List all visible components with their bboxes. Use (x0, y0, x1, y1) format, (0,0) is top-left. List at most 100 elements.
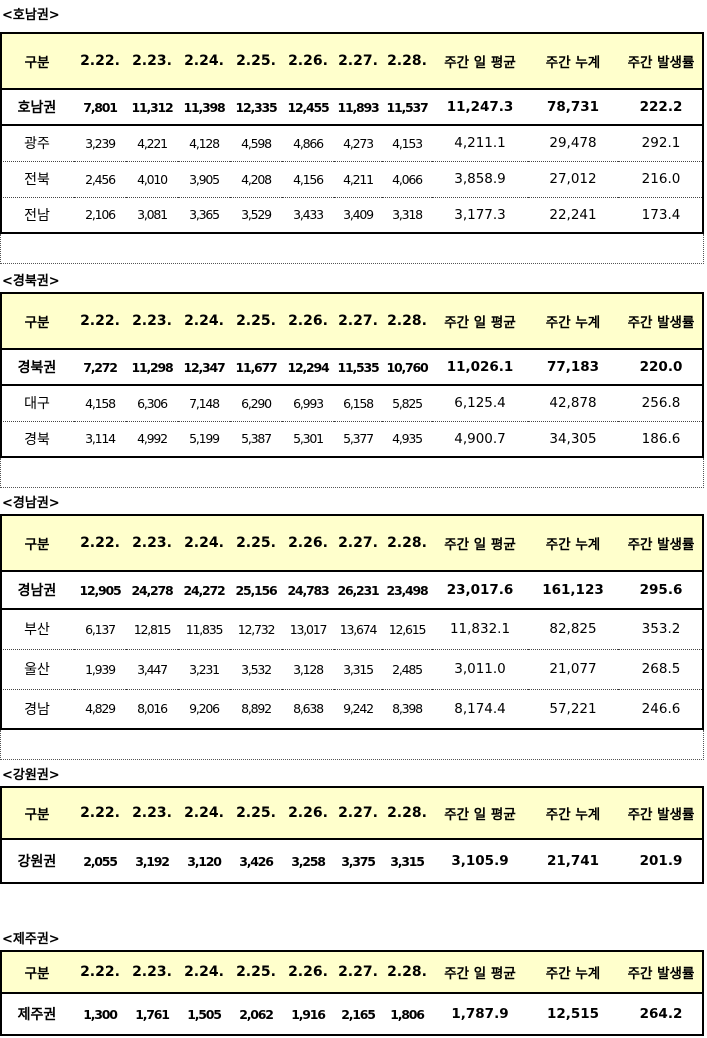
header-date: 2.23. (126, 32, 178, 90)
stat-cell: 4,900.7 (432, 421, 528, 458)
daily-count-cell: 3,447 (126, 649, 178, 690)
row-label: 호남권 (0, 89, 74, 126)
region-summary-row: 경북권 7,272 11,298 12,347 11,677 12,294 11,535 10… (0, 349, 704, 386)
daily-count-cell: 3,315 (334, 649, 382, 690)
stat-cell: 222.2 (618, 89, 704, 126)
daily-count-cell: 6,137 (74, 609, 126, 650)
region-title: <경북권> (2, 274, 60, 289)
daily-count-cell: 5,377 (334, 421, 382, 458)
table-row: 대구 4,158 6,306 7,148 6,290 6,993 6,158 5,825 6,1… (0, 385, 704, 422)
daily-count-cell: 13,674 (334, 609, 382, 650)
header-date: 2.25. (230, 292, 282, 350)
daily-count-cell: 8,016 (126, 689, 178, 730)
daily-count-cell: 11,312 (126, 89, 178, 126)
table-header-row: 구분 2.22. 2.23. 2.24. 2.25. 2.26. 2.27. 2.28. 주간 … (0, 292, 704, 350)
header-category: 구분 (0, 32, 74, 90)
region-table: 구분 2.22. 2.23. 2.24. 2.25. 2.26. 2.27. 2.28. 주간 … (0, 950, 704, 1036)
region-summary-row: 강원권 2,055 3,192 3,120 3,426 3,258 3,375 3,315 3,… (0, 839, 704, 884)
header-date: 2.28. (382, 786, 432, 840)
daily-count-cell: 24,783 (282, 571, 334, 610)
row-label: 경남권 (0, 571, 74, 610)
daily-count-cell: 5,199 (178, 421, 230, 458)
daily-count-cell: 3,409 (334, 197, 382, 234)
table-header-row: 구분 2.22. 2.23. 2.24. 2.25. 2.26. 2.27. 2.28. 주간 … (0, 950, 704, 994)
daily-count-cell: 24,272 (178, 571, 230, 610)
header-date: 2.22. (74, 292, 126, 350)
header-date: 2.24. (178, 32, 230, 90)
daily-count-cell: 3,081 (126, 197, 178, 234)
daily-count-cell: 11,677 (230, 349, 282, 386)
daily-count-cell: 3,426 (230, 839, 282, 884)
daily-count-cell: 3,375 (334, 839, 382, 884)
daily-count-cell: 3,529 (230, 197, 282, 234)
daily-count-cell: 6,158 (334, 385, 382, 422)
daily-count-cell: 3,128 (282, 649, 334, 690)
header-date: 2.24. (178, 950, 230, 994)
header-date: 2.26. (282, 514, 334, 572)
daily-count-cell: 11,537 (382, 89, 432, 126)
header-date: 2.26. (282, 950, 334, 994)
header-date: 2.25. (230, 950, 282, 994)
stat-cell: 11,832.1 (432, 609, 528, 650)
header-stat: 주간 누계 (528, 786, 618, 840)
table-header-row: 구분 2.22. 2.23. 2.24. 2.25. 2.26. 2.27. 2.28. 주간 … (0, 32, 704, 90)
row-label: 부산 (0, 609, 74, 650)
stat-cell: 78,731 (528, 89, 618, 126)
header-date: 2.28. (382, 292, 432, 350)
daily-count-cell: 11,893 (334, 89, 382, 126)
row-label: 제주권 (0, 993, 74, 1036)
table-row: 부산 6,137 12,815 11,835 12,732 13,017 13,674 12,… (0, 609, 704, 650)
header-stat: 주간 일 평균 (432, 786, 528, 840)
daily-count-cell: 2,456 (74, 161, 126, 198)
row-label: 대구 (0, 385, 74, 422)
stat-cell: 8,174.4 (432, 689, 528, 730)
daily-count-cell: 12,455 (282, 89, 334, 126)
daily-count-cell: 10,760 (382, 349, 432, 386)
stat-cell: 34,305 (528, 421, 618, 458)
daily-count-cell: 6,993 (282, 385, 334, 422)
header-date: 2.26. (282, 292, 334, 350)
stat-cell: 22,241 (528, 197, 618, 234)
daily-count-cell: 24,278 (126, 571, 178, 610)
daily-count-cell: 3,114 (74, 421, 126, 458)
header-stat: 주간 누계 (528, 950, 618, 994)
daily-count-cell: 12,615 (382, 609, 432, 650)
daily-count-cell: 5,387 (230, 421, 282, 458)
table-row: 경북 3,114 4,992 5,199 5,387 5,301 5,377 4,935 4,9… (0, 421, 704, 458)
stat-cell: 21,077 (528, 649, 618, 690)
daily-count-cell: 8,892 (230, 689, 282, 730)
row-label: 경북권 (0, 349, 74, 386)
daily-count-cell: 4,866 (282, 125, 334, 162)
region-table: 구분 2.22. 2.23. 2.24. 2.25. 2.26. 2.27. 2.28. 주간 … (0, 32, 704, 234)
daily-count-cell: 9,242 (334, 689, 382, 730)
daily-count-cell: 2,055 (74, 839, 126, 884)
region-title: <강원권> (2, 768, 60, 783)
daily-count-cell: 5,825 (382, 385, 432, 422)
stat-cell: 82,825 (528, 609, 618, 650)
stat-cell: 1,787.9 (432, 993, 528, 1036)
header-category: 구분 (0, 786, 74, 840)
header-stat: 주간 일 평균 (432, 514, 528, 572)
daily-count-cell: 1,916 (282, 993, 334, 1036)
header-date: 2.22. (74, 786, 126, 840)
header-stat: 주간 발생률 (618, 786, 704, 840)
header-date: 2.23. (126, 950, 178, 994)
daily-count-cell: 4,598 (230, 125, 282, 162)
stat-cell: 12,515 (528, 993, 618, 1036)
daily-count-cell: 4,935 (382, 421, 432, 458)
daily-count-cell: 2,062 (230, 993, 282, 1036)
daily-count-cell: 5,301 (282, 421, 334, 458)
stat-cell: 27,012 (528, 161, 618, 198)
daily-count-cell: 4,010 (126, 161, 178, 198)
daily-count-cell: 12,335 (230, 89, 282, 126)
stat-cell: 11,247.3 (432, 89, 528, 126)
header-stat: 주간 발생률 (618, 514, 704, 572)
daily-count-cell: 4,273 (334, 125, 382, 162)
header-stat: 주간 일 평균 (432, 32, 528, 90)
row-label: 울산 (0, 649, 74, 690)
header-date: 2.22. (74, 32, 126, 90)
row-label: 경북 (0, 421, 74, 458)
table-row: 전북 2,456 4,010 3,905 4,208 4,156 4,211 4,066 3,8… (0, 161, 704, 198)
daily-count-cell: 12,815 (126, 609, 178, 650)
region-table: 구분 2.22. 2.23. 2.24. 2.25. 2.26. 2.27. 2.28. 주간 … (0, 514, 704, 730)
